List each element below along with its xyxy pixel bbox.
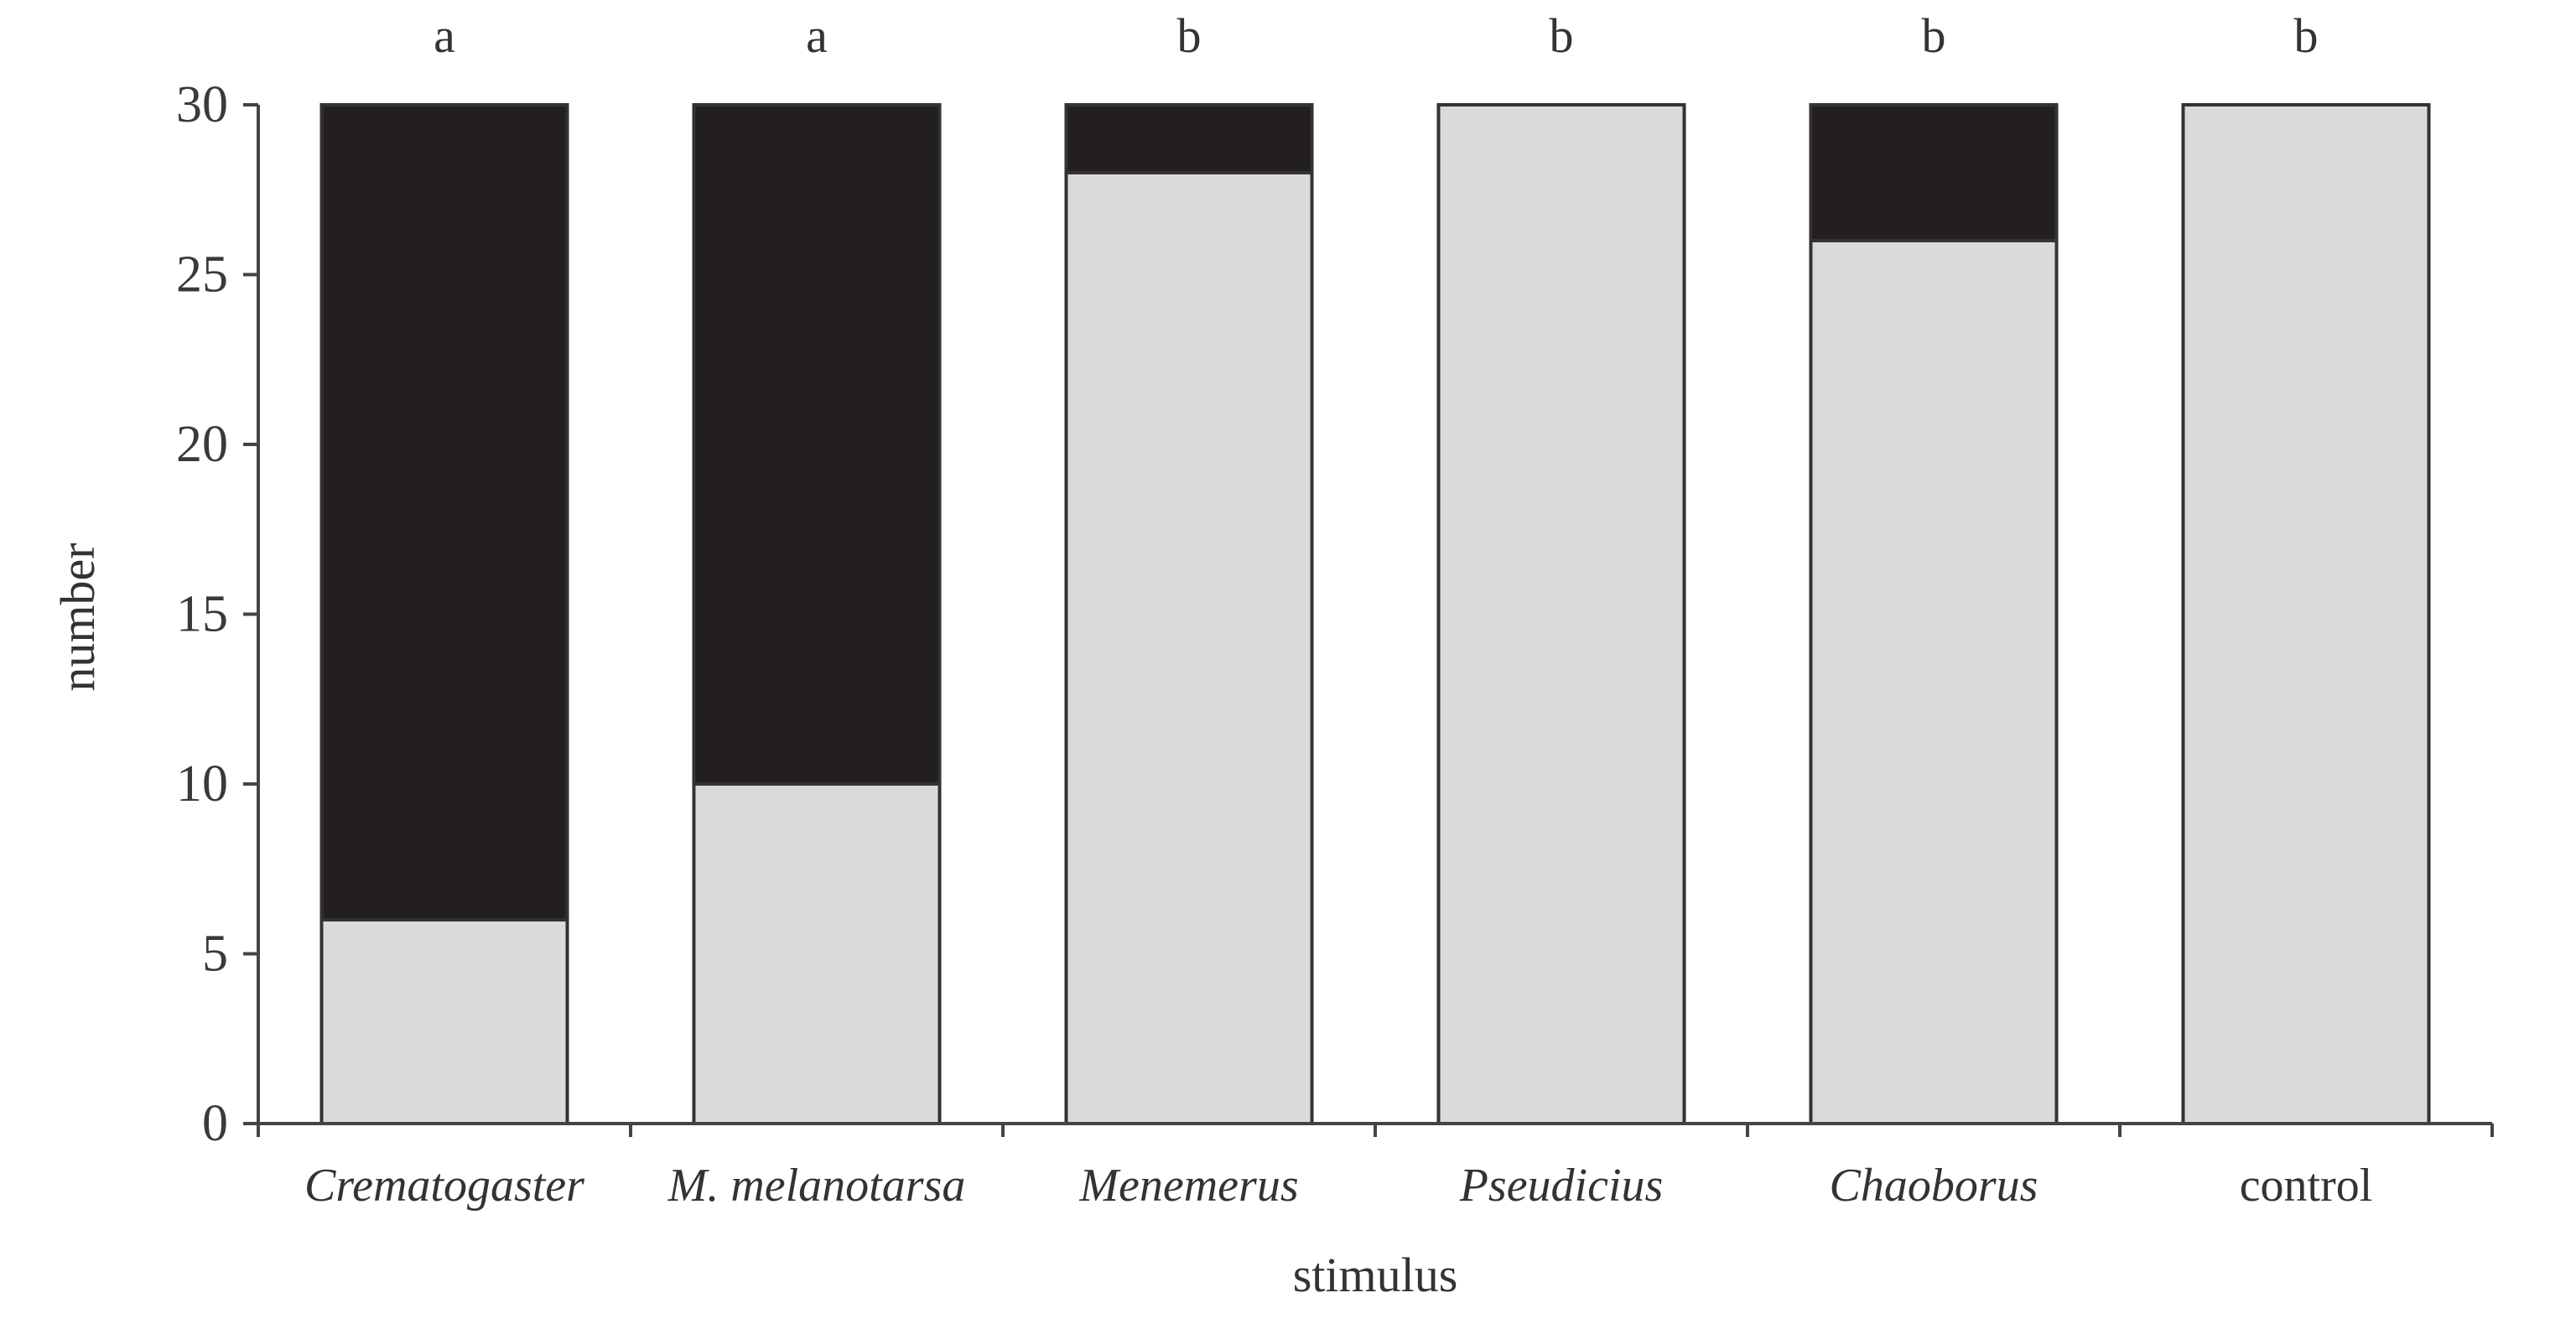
x-axis-label: stimulus [1293,1248,1458,1302]
bar-segment-light [1064,171,1314,1125]
y-axis-label: number [50,543,105,691]
x-tick-label: Pseudicius [1459,1160,1664,1212]
bar-segment-light [319,918,569,1125]
x-ticks: Crematogaster a M. melanotarsa a Menemerus b P… [257,8,2494,1212]
significance-letter: b [2294,8,2319,63]
bar-segment-light [1809,239,2059,1125]
bars-group [319,103,2431,1125]
significance-letter: b [1177,8,1202,63]
bar-segment-dark [1064,103,1314,174]
y-tick-label: 10 [176,755,228,812]
x-tick-label: Chaoborus [1830,1160,2038,1212]
y-tick-label: 25 [176,247,228,304]
significance-letter: a [806,8,828,63]
bar-segment-dark [1809,103,2059,242]
bar-segment-light [692,782,942,1125]
significance-letter: b [1550,8,1574,63]
significance-letter: b [1922,8,1946,63]
x-tick-label: Crematogaster [304,1160,584,1212]
x-tick-label: Menemerus [1078,1160,1298,1212]
x-tick-label: control [2240,1160,2373,1212]
bar-segment-dark [692,103,942,786]
y-tick-label: 5 [202,926,228,983]
y-tick-label: 20 [176,416,228,473]
y-tick-label: 30 [176,76,228,133]
bar-segment-light [1436,103,1686,1125]
bar-segment-light [2181,103,2431,1125]
y-tick-label: 0 [202,1095,228,1152]
significance-letter: a [434,8,455,63]
bar-segment-dark [319,103,569,921]
y-ticks: 0 5 10 15 20 25 30 [176,76,258,1152]
x-tick-label: M. melanotarsa [667,1160,966,1212]
y-tick-label: 15 [176,586,228,643]
